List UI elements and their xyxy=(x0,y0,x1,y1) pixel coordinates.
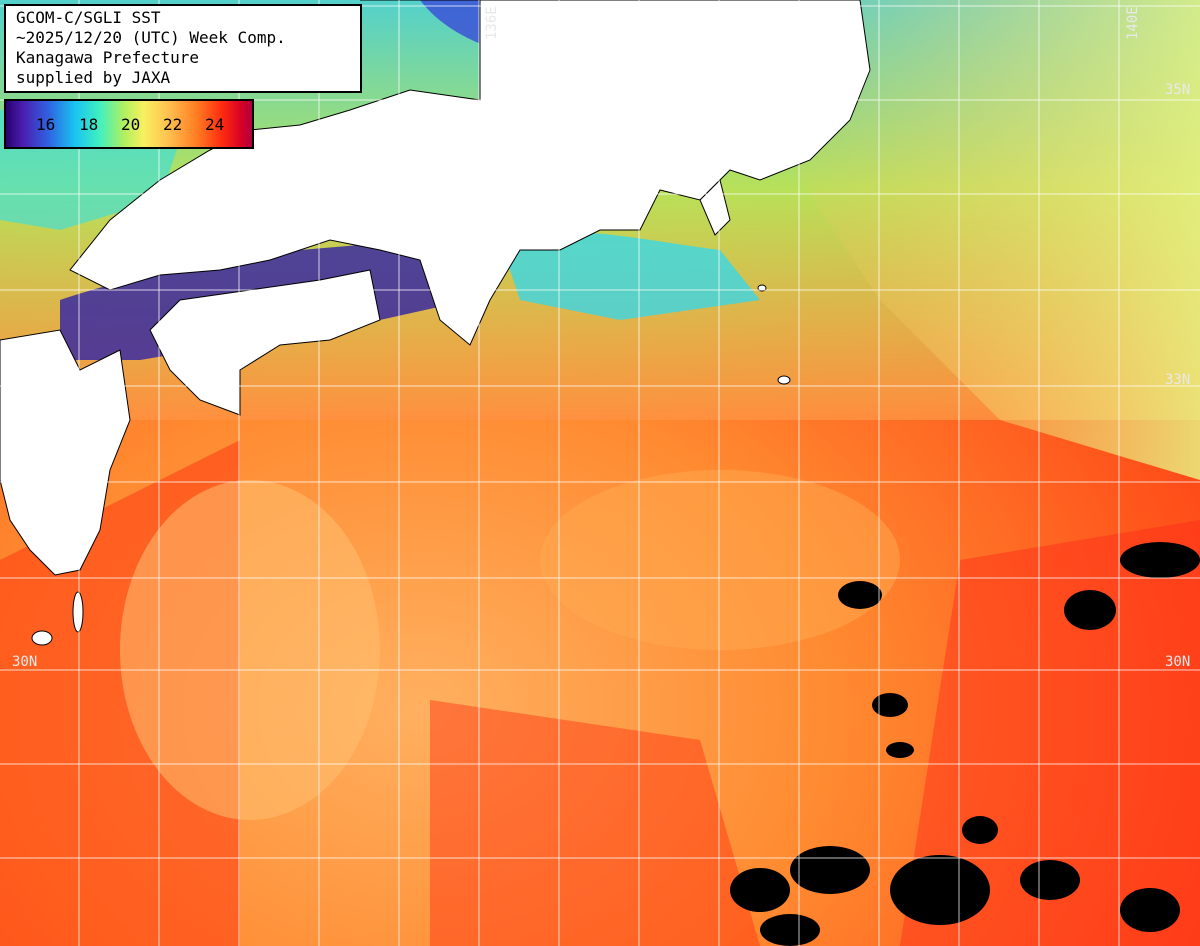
temperature-colorbar: 16 18 20 22 24 xyxy=(4,99,254,149)
title-line-supplier: supplied by JAXA xyxy=(16,68,171,87)
latitude-label-35n-right: 35N xyxy=(1165,82,1191,98)
island-small-1 xyxy=(31,630,53,646)
title-line-region: Kanagawa Prefecture xyxy=(16,48,200,67)
longitude-label-136e: 136E xyxy=(484,6,500,40)
kyushu-landmass xyxy=(0,329,131,576)
latitude-label-30n-left: 30N xyxy=(12,654,38,670)
colorbar-tick-18: 18 xyxy=(79,115,99,134)
island-small-2 xyxy=(72,591,84,633)
colorbar-tick-22: 22 xyxy=(163,115,183,134)
colorbar-tick-labels: 16 18 20 22 24 xyxy=(6,101,252,147)
colorbar-tick-16: 16 xyxy=(36,115,56,134)
colorbar-tick-24: 24 xyxy=(205,115,225,134)
colorbar-tick-20: 20 xyxy=(121,115,141,134)
map-title-box: GCOM-C/SGLI SST ~2025/12/20 (UTC) Week C… xyxy=(4,4,362,93)
colorbar-gradient xyxy=(6,101,252,147)
title-line-product: GCOM-C/SGLI SST xyxy=(16,8,161,27)
longitude-label-140e: 140E xyxy=(1125,6,1141,40)
latitude-label-33n-right: 33N xyxy=(1165,372,1191,388)
shikoku-landmass xyxy=(149,269,381,416)
title-line-date: ~2025/12/20 (UTC) Week Comp. xyxy=(16,28,286,47)
island-small-3 xyxy=(777,375,791,385)
honshu-landmass xyxy=(69,0,871,346)
latitude-label-30n-right: 30N xyxy=(1165,654,1191,670)
